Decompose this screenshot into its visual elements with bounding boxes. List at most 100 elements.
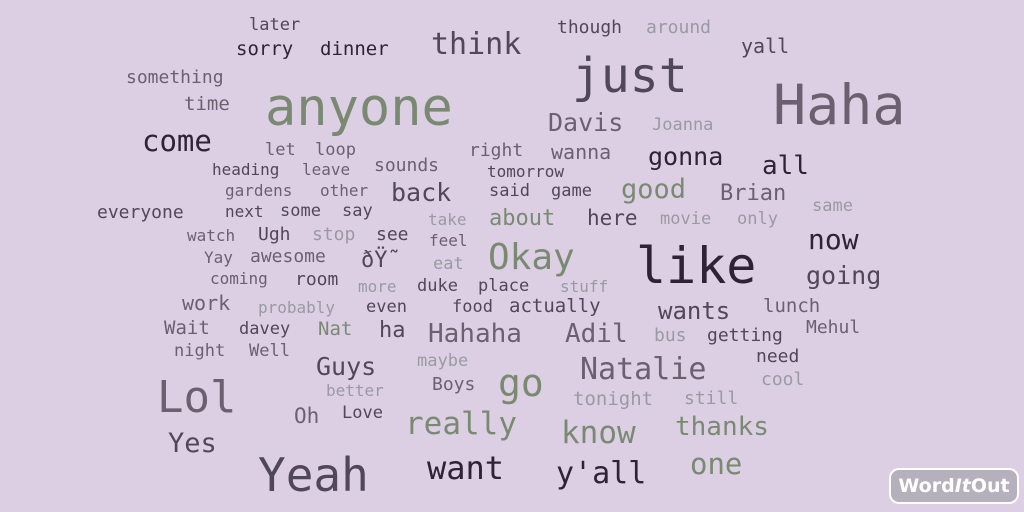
word-sorry: sorry bbox=[236, 38, 294, 60]
word-take: take bbox=[428, 210, 467, 229]
word-tonight: tonight bbox=[573, 388, 654, 410]
word-stop: stop bbox=[312, 224, 356, 245]
logo-it: It bbox=[954, 475, 971, 497]
word-bus: bus bbox=[654, 325, 687, 346]
word-let: let bbox=[265, 140, 296, 160]
word-stuff: stuff bbox=[560, 277, 609, 296]
word-ha: ha bbox=[379, 318, 406, 343]
word-place: place bbox=[478, 276, 530, 296]
word-lol: Lol bbox=[157, 372, 237, 423]
word-lunch: lunch bbox=[763, 295, 821, 317]
word-wants: wants bbox=[658, 297, 731, 325]
word-maybe: maybe bbox=[417, 351, 469, 371]
word-haha: Haha bbox=[773, 73, 906, 137]
word-sounds: sounds bbox=[374, 155, 440, 176]
word-getting: getting bbox=[707, 325, 783, 346]
word-good: good bbox=[621, 174, 687, 205]
word-dinner: dinner bbox=[320, 38, 389, 60]
word-though: though bbox=[557, 17, 623, 38]
word-all: all bbox=[762, 151, 809, 181]
word-actually: actually bbox=[509, 295, 601, 317]
word-heading: heading bbox=[212, 160, 280, 179]
word-next: next bbox=[225, 202, 264, 221]
word-like: like bbox=[636, 237, 757, 295]
word-eat: eat bbox=[433, 254, 464, 274]
word-okay: Okay bbox=[488, 237, 575, 278]
wordout-logo: Word It Out bbox=[889, 468, 1019, 504]
word-other: other bbox=[320, 181, 369, 200]
word-wanna: wanna bbox=[551, 140, 612, 164]
word-go: go bbox=[498, 361, 544, 405]
word-nat: Nat bbox=[318, 318, 353, 340]
word-natalie: Natalie bbox=[580, 352, 707, 387]
word-coming: coming bbox=[210, 269, 268, 288]
word-same: same bbox=[812, 196, 853, 216]
word-brian: Brian bbox=[720, 181, 787, 206]
word-watch: watch bbox=[187, 226, 236, 245]
word-adil: Adil bbox=[565, 319, 628, 349]
word-even: even bbox=[366, 297, 407, 317]
word-around: around bbox=[646, 17, 712, 38]
word-work: work bbox=[182, 291, 231, 315]
word-food: food bbox=[452, 297, 493, 317]
word-movie: movie bbox=[660, 209, 712, 229]
word-yall: yall bbox=[741, 34, 790, 58]
word-yes: Yes bbox=[168, 428, 217, 459]
word-yeah: Yeah bbox=[258, 448, 369, 502]
word-guys: Guys bbox=[316, 352, 377, 381]
word-about: about bbox=[489, 206, 556, 231]
word-some: some bbox=[280, 201, 321, 221]
word-hahaha: Hahaha bbox=[428, 319, 522, 349]
word-need: need bbox=[756, 346, 800, 367]
word-now: now bbox=[808, 223, 859, 256]
word-duke: duke bbox=[417, 276, 458, 296]
word-love: Love bbox=[342, 403, 383, 423]
word-davis: Davis bbox=[548, 108, 624, 137]
word-loop: loop bbox=[315, 140, 356, 160]
word-mehul: Mehul bbox=[806, 317, 861, 338]
word-yall2: y'all bbox=[556, 456, 647, 491]
word-say: say bbox=[342, 201, 373, 221]
word-time: time bbox=[184, 93, 230, 115]
word-leave: leave bbox=[302, 160, 351, 179]
word-awesome: awesome bbox=[250, 246, 326, 267]
word-later: later bbox=[249, 15, 301, 35]
word-really: really bbox=[405, 406, 517, 442]
word-right: right bbox=[469, 140, 524, 161]
word-cool: cool bbox=[761, 369, 805, 390]
word-probably: probably bbox=[258, 298, 336, 317]
word-back: back bbox=[391, 178, 452, 207]
word-more: more bbox=[358, 277, 397, 296]
word-better: better bbox=[326, 381, 384, 400]
word-here: here bbox=[587, 206, 638, 230]
word-davey: davey bbox=[239, 319, 291, 339]
word-ugh: Ugh bbox=[258, 224, 291, 245]
word-still: still bbox=[684, 388, 739, 409]
word-know: know bbox=[561, 415, 636, 451]
word-think: think bbox=[431, 27, 522, 62]
word-gardens: gardens bbox=[225, 181, 293, 200]
word-night: night bbox=[174, 341, 226, 361]
logo-out: Out bbox=[970, 475, 1010, 497]
word-feel: feel bbox=[429, 231, 468, 250]
word-everyone: everyone bbox=[97, 202, 184, 223]
word-just: just bbox=[572, 48, 688, 104]
word-thanks: thanks bbox=[675, 412, 769, 442]
word-said: said bbox=[489, 181, 530, 201]
word-going: going bbox=[806, 261, 882, 290]
word-want: want bbox=[427, 449, 505, 487]
word-come: come bbox=[142, 124, 212, 158]
word-room: room bbox=[295, 269, 339, 290]
word-yay: Yay bbox=[204, 248, 233, 267]
logo-word: Word bbox=[898, 475, 955, 497]
word-see: see bbox=[376, 224, 409, 245]
word-anyone: anyone bbox=[265, 78, 453, 138]
word-one: one bbox=[690, 447, 743, 481]
word-joanna: Joanna bbox=[652, 115, 714, 135]
word-game: game bbox=[551, 181, 592, 201]
word-something: something bbox=[126, 67, 224, 88]
word-gonna: gonna bbox=[648, 142, 724, 171]
word-tomorrow: tomorrow bbox=[487, 162, 565, 181]
word-garbled: ðŸ˜ bbox=[361, 248, 401, 273]
